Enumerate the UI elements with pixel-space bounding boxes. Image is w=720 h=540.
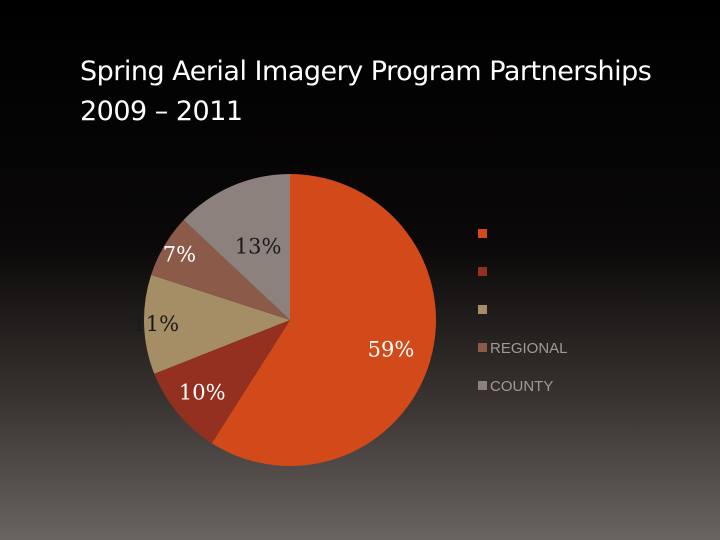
legend-swatch-1: [478, 229, 487, 238]
pie-slice-1: [211, 174, 436, 466]
title-line-2: 2009 – 2011: [80, 96, 243, 127]
pie-slice-3: [144, 274, 290, 374]
legend-label-5: COUNTY: [490, 378, 553, 395]
title-line-1: Spring Aerial Imagery Program Partnershi…: [80, 56, 652, 87]
legend-swatch-4: [478, 343, 487, 352]
pie-slice-4: [151, 220, 290, 320]
pie-labels: 59% 10% 11% 7% 13%: [132, 234, 414, 404]
slice-label-5: 13%: [235, 234, 282, 258]
legend-swatch-5: [478, 381, 487, 390]
pie-slice-2: [154, 320, 290, 444]
slice-label-2: 10%: [179, 381, 226, 405]
legend-swatch-2: [478, 267, 487, 276]
pie-slices: [144, 174, 436, 466]
pie-slice-5: [183, 174, 290, 320]
slice-label-4: 7%: [163, 243, 196, 267]
legend: REGIONAL COUNTY: [478, 229, 568, 395]
legend-label-4: REGIONAL: [490, 340, 568, 357]
chart-title: Spring Aerial Imagery Program Partnershi…: [80, 52, 700, 132]
slice-label-1: 59%: [368, 337, 415, 361]
legend-swatch-3: [478, 305, 487, 314]
slice-label-3: 11%: [132, 312, 179, 336]
